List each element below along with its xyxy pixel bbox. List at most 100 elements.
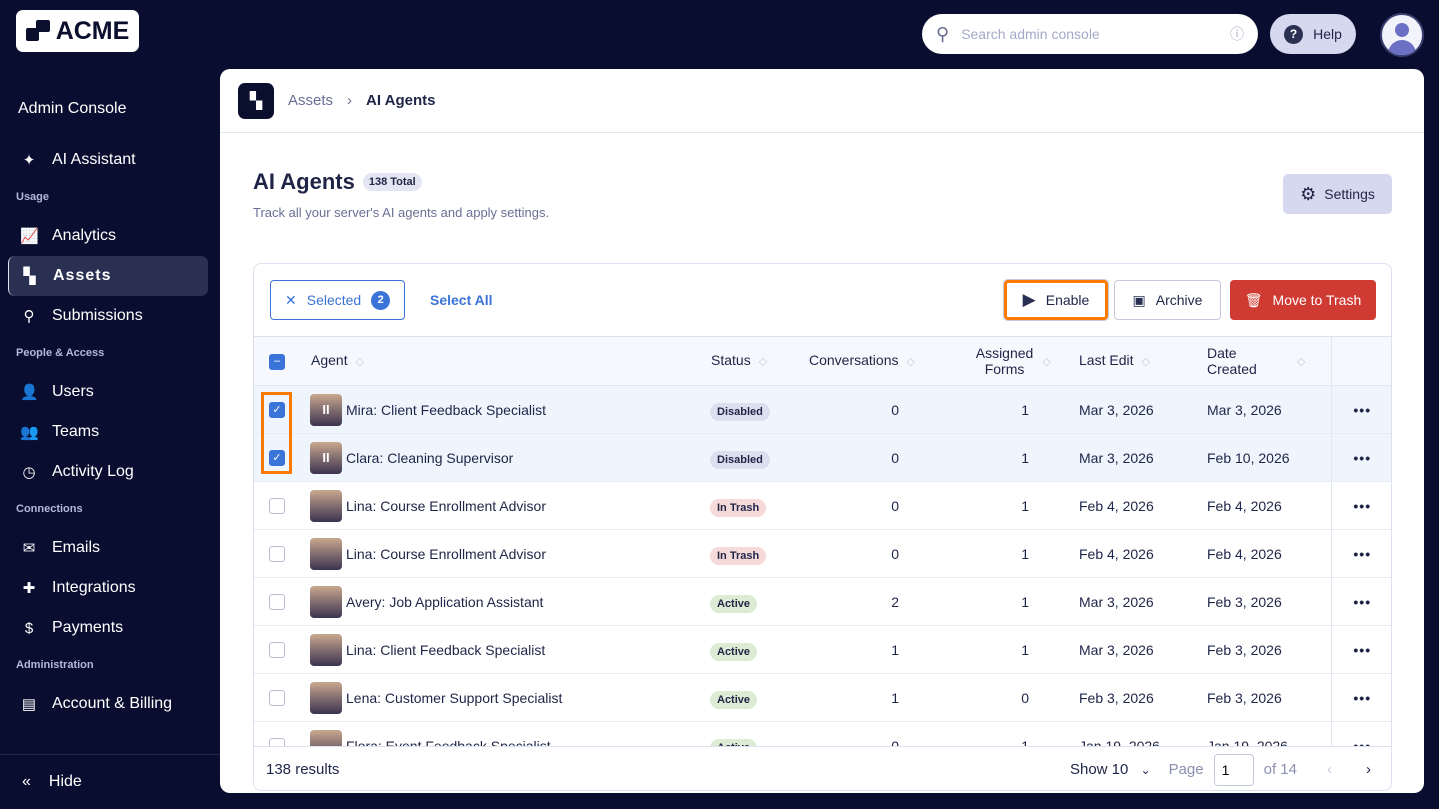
column-status[interactable]: Status ◇ — [701, 336, 791, 386]
prev-page-button[interactable]: ‹ — [1327, 761, 1332, 778]
conversations-count: 2 — [791, 577, 931, 626]
sidebar-section: Usage — [16, 191, 50, 203]
results-count: 138 results — [266, 761, 340, 778]
more-actions-button[interactable]: ••• — [1330, 433, 1391, 482]
sparkle-icon: ✦ — [22, 152, 36, 169]
select-all-checkbox[interactable]: – — [269, 353, 285, 370]
sidebar-item-analytics[interactable]: 📈 Analytics — [20, 227, 117, 245]
conversations-count: 1 — [791, 673, 931, 722]
select-all-link[interactable]: Select All — [430, 292, 493, 308]
archive-icon: ▣ — [1132, 291, 1146, 308]
date-created: Mar 3, 2026 — [1191, 385, 1331, 434]
agent-name[interactable]: Mira: Client Feedback Specialist — [346, 401, 546, 418]
column-agent[interactable]: Agent ◇ — [301, 336, 701, 386]
sidebar-item-ai-assistant[interactable]: ✦ AI Assistant — [8, 140, 208, 180]
move-to-trash-button[interactable]: 🗑 Move to Trash — [1230, 280, 1376, 320]
sidebar-item-assets[interactable]: ▚ Assets — [8, 256, 208, 296]
more-actions-button[interactable]: ••• — [1330, 625, 1391, 674]
double-chevron-left-icon: « — [22, 773, 31, 790]
sidebar-item-submissions[interactable]: ⚲ Submissions — [8, 296, 208, 336]
team-icon: 👥 — [20, 424, 39, 441]
archive-button[interactable]: ▣ Archive — [1114, 280, 1221, 320]
enable-button[interactable]: ▶ Enable — [1003, 279, 1109, 321]
sidebar-section: Connections — [16, 503, 83, 515]
conversations-count: 0 — [791, 481, 931, 530]
agent-name[interactable]: Lina: Course Enrollment Advisor — [346, 497, 546, 514]
agent-avatar — [310, 633, 342, 666]
last-edit-date: Mar 3, 2026 — [1061, 433, 1191, 482]
more-actions-button[interactable]: ••• — [1330, 529, 1391, 578]
sort-icon: ◇ — [1297, 355, 1306, 368]
sidebar-item-teams[interactable]: 👥 Teams — [20, 423, 100, 441]
assigned-forms-count: 1 — [931, 529, 1061, 578]
settings-button[interactable]: ⚙ Settings — [1283, 174, 1392, 214]
sidebar-item-users[interactable]: 👤 Users — [20, 383, 94, 401]
status-badge: In Trash — [710, 498, 767, 517]
assigned-forms-count: 1 — [931, 625, 1061, 674]
column-assigned-forms[interactable]: Assigned Forms ◇ — [931, 336, 1061, 386]
clear-selection-button[interactable]: ✕ Selected 2 — [270, 280, 405, 320]
search-input[interactable]: ⚲ Search admin console ⓘ — [922, 14, 1258, 54]
more-actions-button[interactable]: ••• — [1330, 481, 1391, 530]
table-row[interactable]: Avery: Job Application Assistant Active 2 1… — [254, 577, 1391, 626]
agent-name[interactable]: Lina: Course Enrollment Advisor — [346, 545, 546, 562]
trash-icon: 🗑 — [1244, 291, 1263, 308]
table-row[interactable]: ✓ II Clara: Cleaning Supervisor Disabled 0 1 M… — [254, 433, 1391, 482]
sidebar-item-payments[interactable]: $ Payments — [8, 608, 208, 648]
agent-name[interactable]: Lina: Client Feedback Specialist — [346, 641, 546, 658]
sidebar-title: Admin Console — [18, 100, 127, 117]
agent-name[interactable]: Clara: Cleaning Supervisor — [346, 449, 514, 466]
agent-name[interactable]: Avery: Job Application Assistant — [346, 593, 544, 610]
breadcrumb-assets[interactable]: Assets — [288, 92, 334, 109]
row-checkbox[interactable] — [269, 546, 285, 563]
question-icon: ? — [1284, 24, 1304, 44]
column-conversations[interactable]: Conversations ◇ — [791, 336, 931, 386]
page-input[interactable] — [1213, 753, 1254, 786]
row-checkbox[interactable] — [269, 690, 285, 707]
history-icon: ◷ — [22, 464, 36, 481]
hide-sidebar-button[interactable]: «Hide — [0, 754, 220, 809]
sidebar-section: People & Access — [16, 347, 105, 359]
grid-icon: ▚ — [238, 82, 274, 119]
assigned-forms-count: 1 — [931, 577, 1061, 626]
row-checkbox[interactable] — [269, 498, 285, 515]
table-row[interactable]: Lina: Course Enrollment Advisor In Trash 0… — [254, 481, 1391, 530]
sidebar-item-account-billing[interactable]: ▤ Account & Billing — [21, 695, 173, 713]
date-created: Feb 3, 2026 — [1191, 625, 1331, 674]
conversations-count: 0 — [791, 433, 931, 482]
column-date-created[interactable]: Date Created ◇ — [1191, 336, 1331, 386]
agents-table-card: ✕ Selected 2 Select All ▶ Enable ▣ Archive 🗑… — [253, 263, 1392, 791]
main-panel: ▚ Assets › AI Agents AI Agents 138 Total … — [220, 69, 1424, 793]
assigned-forms-count: 1 — [931, 385, 1061, 434]
sidebar-item-activity-log[interactable]: ◷ Activity Log — [8, 452, 208, 492]
page-subtitle: Track all your server's AI agents and ap… — [253, 205, 550, 220]
info-icon[interactable]: ⓘ — [1230, 26, 1244, 42]
column-last-edit[interactable]: Last Edit ◇ — [1061, 336, 1191, 386]
row-checkbox[interactable]: ✓ — [269, 450, 285, 467]
row-checkbox[interactable]: ✓ — [269, 402, 285, 419]
row-checkbox[interactable] — [269, 594, 285, 611]
table-row[interactable]: Lina: Course Enrollment Advisor In Trash 0… — [254, 529, 1391, 578]
sidebar-item-emails[interactable]: ✉ Emails — [8, 528, 208, 568]
acme-logo[interactable]: ACME — [16, 10, 139, 52]
agents-table: – Agent ◇ Status ◇ Conversations ◇ Assigned… — [254, 336, 1391, 770]
sort-icon: ◇ — [906, 356, 915, 368]
page-title: AI Agents — [253, 169, 355, 194]
next-page-button[interactable]: › — [1366, 761, 1371, 778]
assigned-forms-count: 1 — [931, 481, 1061, 530]
more-actions-button[interactable]: ••• — [1330, 385, 1391, 434]
page-size-select[interactable]: Show 10 ⌄ — [1069, 761, 1151, 778]
agent-name[interactable]: Lena: Customer Support Specialist — [346, 689, 563, 706]
help-button[interactable]: ? Help — [1270, 14, 1356, 54]
agent-avatar — [310, 585, 342, 618]
table-row[interactable]: Lena: Customer Support Specialist Active 1… — [254, 673, 1391, 722]
table-row[interactable]: ✓ II Mira: Client Feedback Specialist Disab… — [254, 385, 1391, 434]
row-checkbox[interactable] — [269, 642, 285, 659]
more-actions-button[interactable]: ••• — [1330, 577, 1391, 626]
more-actions-button[interactable]: ••• — [1330, 673, 1391, 722]
table-row[interactable]: Lina: Client Feedback Specialist Active 1 1… — [254, 625, 1391, 674]
status-badge: Disabled — [710, 402, 770, 421]
user-avatar[interactable] — [1380, 13, 1424, 57]
sidebar-item-integrations[interactable]: ✚ Integrations — [8, 568, 208, 608]
date-created: Feb 3, 2026 — [1191, 577, 1331, 626]
